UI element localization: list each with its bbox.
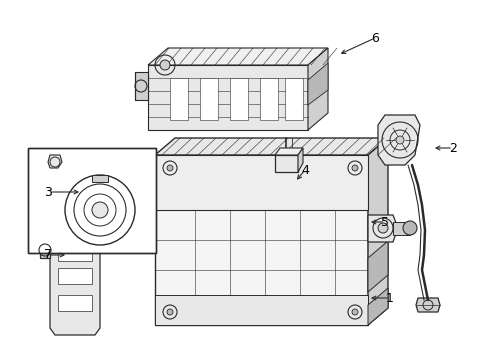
Circle shape [160,60,170,70]
Polygon shape [170,78,188,120]
Text: 3: 3 [44,185,52,198]
Circle shape [352,165,358,171]
Polygon shape [275,155,298,172]
Circle shape [167,165,173,171]
Polygon shape [368,215,398,242]
Circle shape [403,221,417,235]
Polygon shape [368,288,388,325]
Bar [28,148,156,253]
Text: 5: 5 [381,216,389,229]
Polygon shape [155,138,388,155]
Polygon shape [155,295,368,325]
Polygon shape [95,228,155,245]
Text: 2: 2 [449,141,457,154]
Polygon shape [50,215,100,235]
Polygon shape [393,222,410,235]
Polygon shape [58,295,92,311]
Text: 4: 4 [301,163,309,176]
Polygon shape [48,155,62,168]
Polygon shape [135,72,148,100]
Polygon shape [368,241,388,292]
Bar [28,148,156,253]
Polygon shape [200,78,218,120]
Polygon shape [308,48,328,130]
Circle shape [167,309,173,315]
Polygon shape [298,148,303,172]
Text: 7: 7 [44,248,52,261]
Circle shape [69,218,75,224]
Circle shape [396,136,404,144]
Circle shape [378,223,388,233]
Circle shape [352,309,358,315]
Polygon shape [92,175,108,182]
Bar [28,148,156,253]
Polygon shape [378,115,420,165]
Polygon shape [155,155,368,325]
Polygon shape [230,78,248,120]
Polygon shape [148,48,328,65]
Polygon shape [416,298,440,312]
Text: 1: 1 [386,292,394,305]
Text: 6: 6 [371,31,379,45]
Polygon shape [58,245,92,261]
Circle shape [92,202,108,218]
Polygon shape [260,78,278,120]
Polygon shape [50,228,100,335]
Polygon shape [40,242,50,258]
Circle shape [65,175,135,245]
Polygon shape [58,268,92,284]
Polygon shape [155,155,368,210]
Polygon shape [148,65,308,130]
Polygon shape [368,138,388,325]
Polygon shape [275,148,303,155]
Polygon shape [285,78,303,120]
Polygon shape [308,63,328,105]
